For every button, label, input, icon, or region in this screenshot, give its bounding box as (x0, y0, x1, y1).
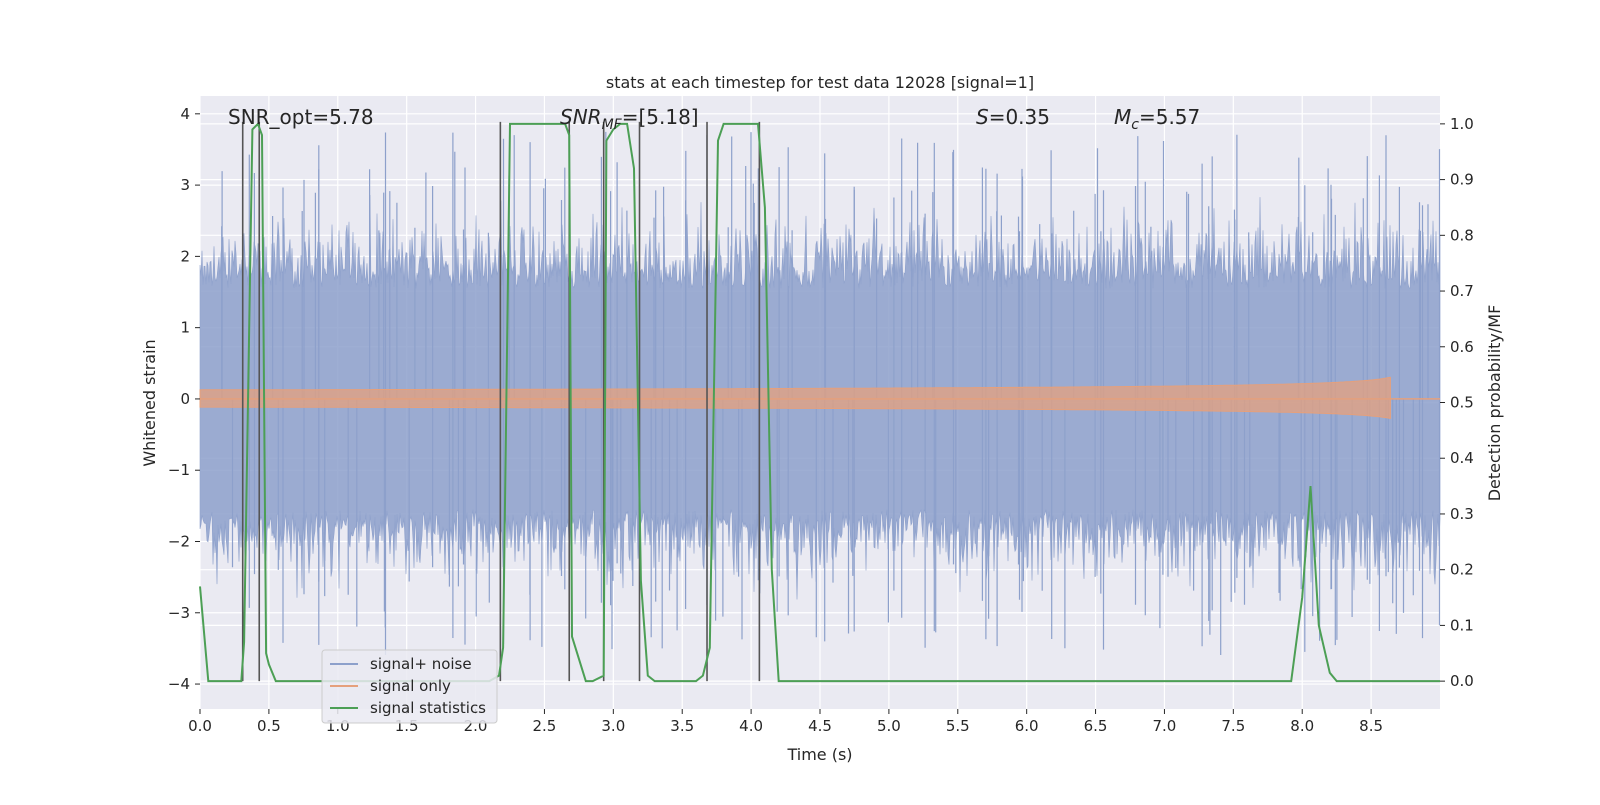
annotation-s-value: S=0.35 (976, 105, 1050, 129)
x-tick-label: 4.5 (808, 717, 832, 735)
x-tick-label: 7.0 (1153, 717, 1177, 735)
legend-stats-label: signal statistics (370, 699, 486, 717)
legend-box (321, 649, 498, 724)
y-tick-label-right: 0.8 (1450, 226, 1474, 244)
y-tick-label-left: 0 (180, 390, 190, 408)
y-axis-label-right: Detection probability/MF (1485, 305, 1504, 502)
x-tick-label: 7.5 (1221, 717, 1245, 735)
y-tick-label-right: 0.7 (1450, 282, 1474, 300)
y-tick-label-left: 1 (180, 319, 190, 337)
y-tick-label-left: −3 (168, 604, 190, 622)
y-tick-label-right: 0.1 (1450, 616, 1474, 634)
y-tick-label-right: 0.2 (1450, 561, 1474, 579)
x-tick-label: 5.5 (946, 717, 970, 735)
y-axis-label-left: Whitened strain (140, 339, 159, 466)
y-tick-label-right: 0.5 (1450, 394, 1474, 412)
x-tick-label: 3.5 (670, 717, 694, 735)
y-tick-label-right: 0.3 (1450, 505, 1474, 523)
legend-noise-label: signal+ noise (370, 655, 472, 673)
x-tick-label: 6.5 (1084, 717, 1108, 735)
x-tick-label: 6.0 (1015, 717, 1039, 735)
axes: 0.0 0.5 1.0 1.5 2.0 2.5 3.0 3.5 4.0 4.5 5.0 5.5 6.0 6… (168, 105, 1474, 735)
legend: signal+ noise signal only signal statist… (321, 649, 498, 724)
y-tick-label-left: −1 (168, 461, 190, 479)
y-tick-label-right: 0.6 (1450, 338, 1474, 356)
legend-signal-label: signal only (370, 677, 451, 695)
x-tick-label: 3.0 (601, 717, 625, 735)
y-tick-label-right: 0.9 (1450, 171, 1474, 189)
statistics-line (199, 122, 1440, 683)
y-tick-label-right: 1.0 (1450, 115, 1474, 133)
x-tick-label: 8.0 (1290, 717, 1314, 735)
y-tick-label-left: −2 (168, 532, 190, 550)
y-tick-label-left: −4 (168, 675, 190, 693)
x-axis-label: Time (s) (786, 745, 852, 764)
y-tick-label-left: 2 (180, 247, 190, 265)
x-tick-label: 0.5 (257, 717, 281, 735)
signal-series (199, 376, 1440, 419)
x-tick-label: 2.5 (533, 717, 557, 735)
annotation-snr-mf: SNRMF=[5.18] (560, 105, 699, 133)
x-tick-label: 0.0 (188, 717, 212, 735)
statistics-series (199, 122, 1440, 683)
x-tick-label: 5.0 (877, 717, 901, 735)
y-tick-label-left: 4 (180, 105, 190, 123)
y-tick-label-right: 0.4 (1450, 449, 1474, 467)
annotation-chirp-mass: Mc=5.57 (1114, 105, 1200, 133)
annotation-snr-opt: SNR_opt=5.78 (228, 105, 374, 129)
y-tick-label-right: 0.0 (1450, 672, 1474, 690)
x-tick-label: 8.5 (1359, 717, 1383, 735)
signal-envelope (199, 376, 1391, 419)
x-tick-label: 4.0 (739, 717, 763, 735)
chart-title: stats at each timestep for test data 120… (606, 73, 1034, 92)
y-tick-label-left: 3 (180, 176, 190, 194)
